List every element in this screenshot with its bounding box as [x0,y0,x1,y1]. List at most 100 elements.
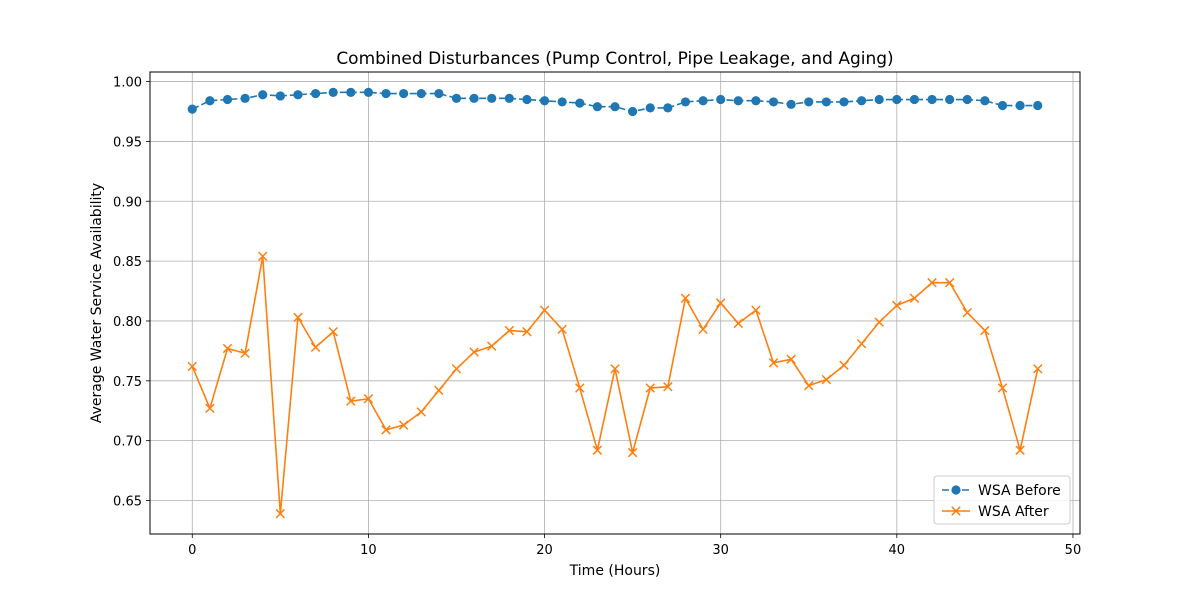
x-tick-label: 0 [188,543,196,558]
y-tick-label: 0.80 [113,315,142,330]
y-tick-label: 0.95 [113,135,142,150]
grid-lines [150,72,1080,534]
plot-frame [149,71,1081,535]
series-wsa-after [187,251,1043,519]
data-point [1015,100,1025,111]
data-point [504,325,515,336]
data-point [469,93,479,103]
data-point [663,103,673,113]
data-point [328,326,338,337]
data-point [539,96,550,106]
y-axis-label: Average Water Service Availability [89,183,105,423]
data-point [293,90,303,100]
data-point [381,88,391,99]
data-point [804,380,814,391]
series-layer [187,87,1043,519]
x-tick-label: 40 [889,543,906,558]
data-point [416,88,426,99]
data-point [398,420,409,430]
legend-marker [951,506,961,516]
data-point [945,94,955,105]
y-tick-label: 0.90 [113,195,142,210]
data-point [504,93,514,103]
data-point [839,360,849,370]
data-point [240,93,250,103]
data-point [874,94,884,105]
data-point [751,305,761,315]
data-point [1015,445,1025,455]
data-point [997,100,1008,111]
data-point [381,425,391,435]
data-point [610,364,620,374]
data-point [416,407,426,417]
data-point [1033,100,1043,111]
x-tick-label: 50 [1065,543,1082,558]
legend: WSA Before WSA After [933,475,1071,525]
x-axis: 0 10 20 30 40 50 [188,534,1081,558]
y-tick-label: 0.85 [113,255,142,270]
data-point [892,300,902,311]
data-point [698,96,708,106]
data-point [980,325,990,336]
data-point [187,104,197,114]
data-point [680,293,691,303]
data-point [733,318,744,329]
data-point [205,403,215,414]
data-point [751,96,761,106]
data-point [539,305,550,315]
data-point [310,342,321,353]
data-point [451,93,462,103]
data-point [1032,364,1043,374]
data-point [610,102,620,112]
data-point [275,508,286,519]
data-point [821,97,831,107]
data-point [856,96,867,106]
data-point [434,385,444,396]
data-point [205,96,215,106]
data-point [522,94,532,105]
data-point [328,87,338,97]
data-point [680,97,691,107]
legend-marker [951,485,961,495]
data-point [522,326,532,337]
data-point [927,277,937,288]
data-point [892,94,902,105]
chart-title: Combined Disturbances (Pump Control, Pip… [336,49,893,69]
data-point [645,103,655,113]
data-point [715,298,726,308]
data-point [575,98,585,108]
data-point [592,102,602,112]
data-point [839,97,849,107]
y-tick-label: 0.65 [113,494,142,509]
data-point [346,396,356,406]
data-point [927,94,937,105]
data-point [997,383,1008,393]
data-point [909,293,920,303]
x-axis-label: Time (Hours) [569,563,661,579]
data-point [240,348,250,358]
data-point [187,361,198,372]
x-tick-label: 30 [712,543,729,558]
data-point [222,343,233,354]
data-point [592,445,603,455]
data-point [293,312,303,323]
data-point [486,341,497,351]
y-tick-label: 0.75 [113,375,142,390]
data-point [434,88,444,99]
data-point [645,383,655,393]
y-tick-label: 1.00 [113,76,142,91]
legend-item: WSA Before [942,483,1061,499]
data-point [962,94,972,105]
legend-item: WSA After [942,504,1049,520]
data-point [451,364,462,374]
data-point [346,87,356,97]
data-point [627,447,638,458]
data-point [363,87,374,97]
data-point [257,251,268,262]
data-point [628,106,638,117]
data-point [944,277,955,288]
legend-label: WSA Before [978,483,1061,499]
data-point [786,99,796,109]
legend-box [933,475,1071,525]
